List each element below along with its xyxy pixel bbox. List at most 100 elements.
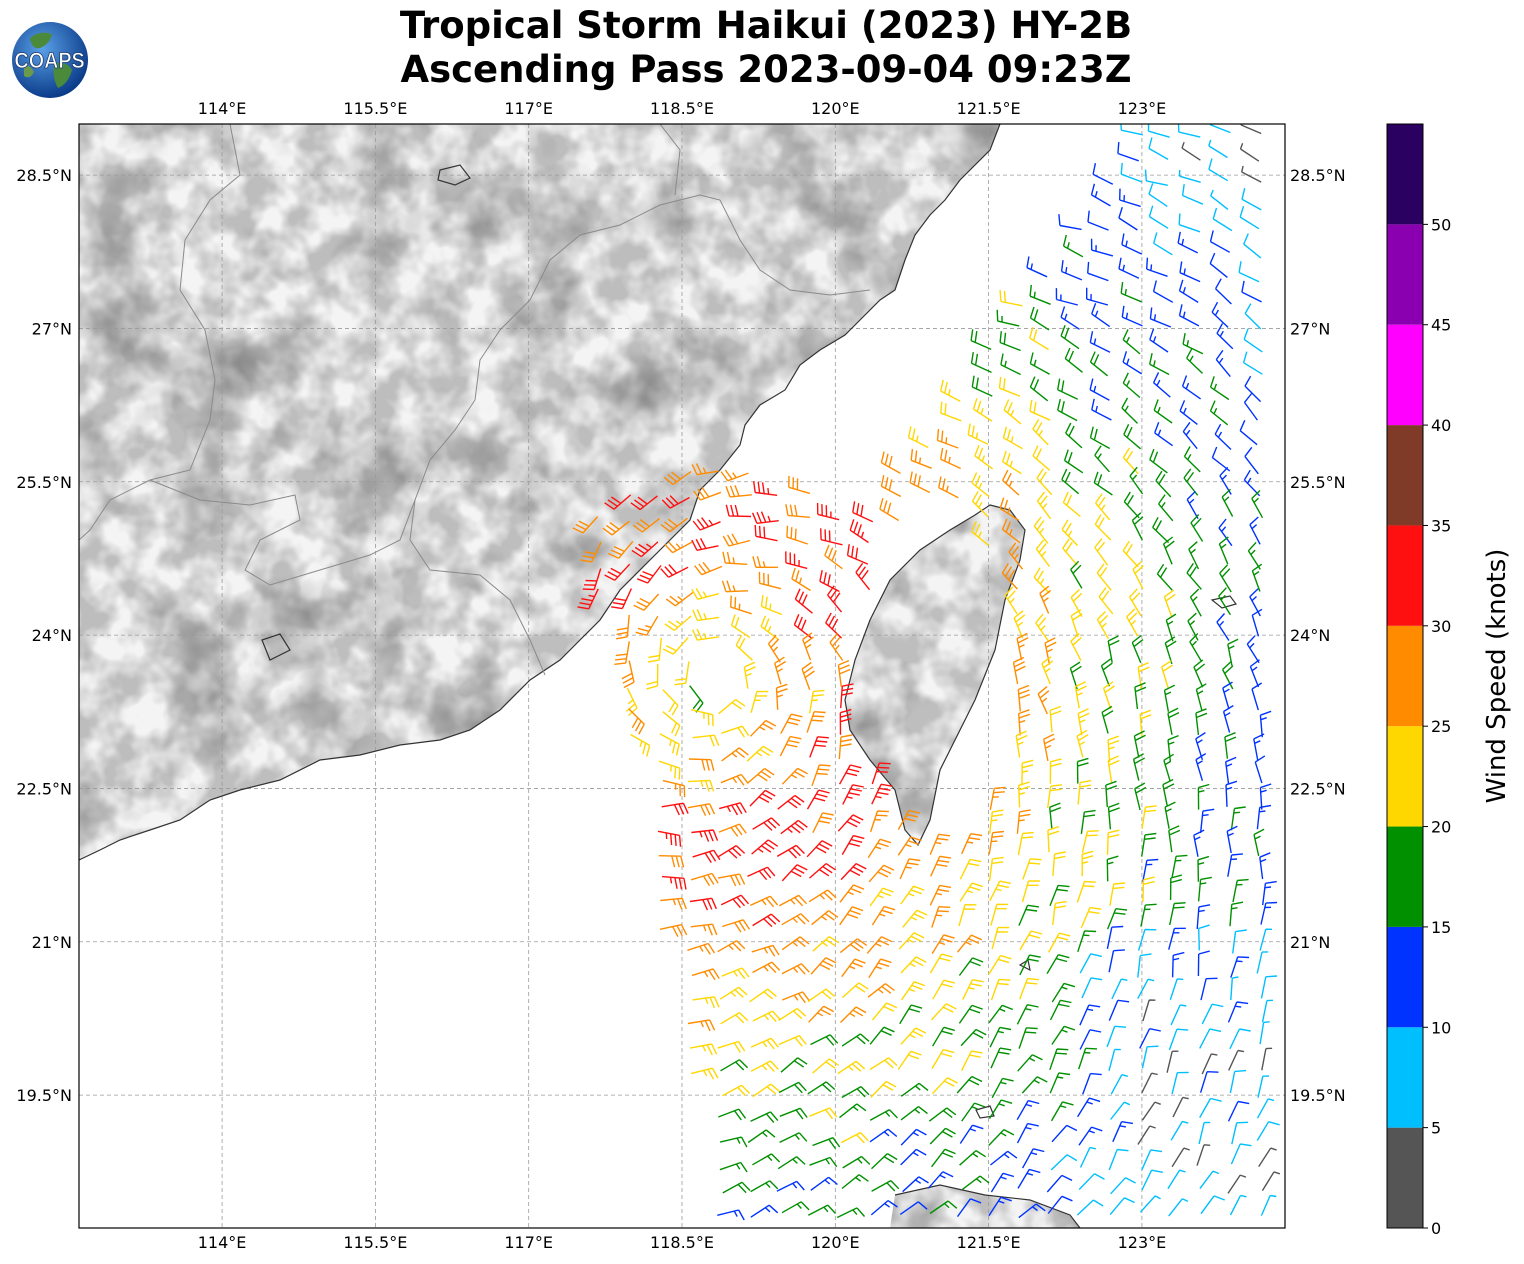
- wind-barb: [781, 767, 808, 785]
- plot-frame: [78, 123, 1286, 1229]
- wind-barb: [1019, 930, 1043, 951]
- axis-tick-labels: 114°E 114°E 115.5°E 115.5°E 117°E 117°E 118.5°…: [16, 99, 1345, 1252]
- wind-barb: [1208, 139, 1228, 159]
- wind-barb: [1142, 858, 1159, 883]
- colorbar-tick-label: 30: [1431, 617, 1451, 636]
- wind-barb: [722, 919, 750, 933]
- wind-barb: [1169, 874, 1182, 901]
- wind-barb: [988, 1004, 1014, 1024]
- wind-barb: [1199, 1028, 1222, 1049]
- wind-barb: [719, 1161, 748, 1173]
- wind-barb: [1222, 705, 1234, 733]
- wind-barb: [902, 909, 928, 928]
- wind-barb: [1167, 734, 1179, 762]
- wind-barb: [1218, 587, 1231, 616]
- wind-barb: [1129, 466, 1144, 495]
- wind-barb: [928, 1107, 957, 1122]
- wind-barb: [930, 855, 952, 877]
- wind-barb: [958, 904, 977, 927]
- wind-barb: [900, 1027, 927, 1045]
- wind-barb: [971, 472, 990, 498]
- coastlines: [79, 124, 1238, 1228]
- wind-barb: [1181, 141, 1201, 161]
- lon-tick-label-bottom: 123°E: [1118, 1233, 1167, 1252]
- wind-barb: [1121, 397, 1138, 424]
- wind-barb: [1080, 906, 1102, 929]
- wind-barb: [806, 789, 830, 810]
- wind-barb: [801, 661, 815, 691]
- wind-barb: [720, 894, 750, 909]
- wind-barb: [959, 858, 982, 880]
- wind-barb: [1051, 1025, 1076, 1045]
- wind-barb: [825, 612, 843, 639]
- wind-barb: [1152, 372, 1171, 398]
- wind-barb: [747, 1129, 776, 1144]
- wind-barb: [1046, 954, 1070, 974]
- wind-barb: [932, 979, 955, 1000]
- wind-barb: [1244, 446, 1259, 475]
- wind-barb: [753, 481, 778, 496]
- colorbar-tick-label: 50: [1431, 215, 1451, 234]
- wind-barb: [793, 614, 813, 639]
- wind-barb: [1261, 1047, 1273, 1071]
- wind-barb: [1112, 1121, 1134, 1143]
- wind-barb: [816, 502, 840, 521]
- wind-barb: [1049, 1048, 1069, 1071]
- wind-barb: [880, 475, 902, 498]
- colorbar-bin: [1387, 1127, 1423, 1228]
- wind-barb: [791, 567, 811, 592]
- wind-barb: [1089, 426, 1111, 450]
- wind-barb: [1077, 779, 1092, 805]
- wind-barb: [1049, 1072, 1071, 1094]
- wind-barb: [1132, 561, 1144, 590]
- wind-barb: [936, 428, 959, 449]
- wind-barb: [1132, 753, 1146, 781]
- wind-barb: [1049, 758, 1062, 784]
- wind-barb: [722, 551, 748, 565]
- wind-barb: [785, 551, 808, 570]
- wind-barb: [931, 934, 955, 954]
- wind-barb: [1008, 542, 1024, 570]
- wind-barb: [962, 1175, 990, 1190]
- wind-barb: [1141, 1101, 1161, 1121]
- wind-barb: [658, 760, 681, 780]
- colorbar-bin: [1387, 826, 1423, 927]
- colorbar-tick-label: 25: [1431, 717, 1451, 736]
- wind-barb: [1243, 328, 1263, 353]
- wind-barb: [1107, 755, 1120, 783]
- wind-barb: [868, 958, 892, 979]
- wind-barb: [1087, 210, 1109, 231]
- wind-barb: [870, 1080, 897, 1098]
- wind-barb: [897, 836, 922, 856]
- wind-barb: [1229, 1028, 1251, 1050]
- wind-barb: [665, 591, 694, 607]
- wind-barb: [1047, 1195, 1073, 1214]
- wind-barb: [1149, 307, 1172, 328]
- wind-barb: [1155, 470, 1172, 498]
- wind-barb: [749, 988, 777, 1003]
- wind-barb: [662, 689, 679, 716]
- wind-barb: [577, 588, 599, 610]
- wind-barb: [880, 451, 901, 475]
- wind-barb: [630, 495, 658, 511]
- wind-barb: [1074, 681, 1087, 709]
- wind-barb: [760, 615, 780, 641]
- wind-barb: [1121, 305, 1143, 327]
- wind-barb: [1183, 446, 1201, 473]
- wind-barb: [1076, 729, 1089, 758]
- lon-tick-label-top: 115.5°E: [343, 99, 407, 118]
- wind-barb: [1141, 1072, 1158, 1094]
- wind-barb: [811, 910, 839, 926]
- lat-tick-label-left: 27°N: [32, 319, 72, 338]
- wind-barb: [719, 802, 747, 816]
- wind-barb: [809, 1107, 838, 1120]
- wind-barb: [658, 855, 685, 868]
- wind-barb: [751, 839, 779, 855]
- wind-barb: [1060, 306, 1080, 330]
- wind-barb: [990, 978, 1011, 1001]
- wind-barb: [1196, 904, 1211, 929]
- lon-tick-label-bottom: 114°E: [198, 1233, 247, 1252]
- wind-barb: [690, 872, 719, 887]
- wind-barb: [780, 1057, 808, 1073]
- wind-barb: [842, 1155, 871, 1169]
